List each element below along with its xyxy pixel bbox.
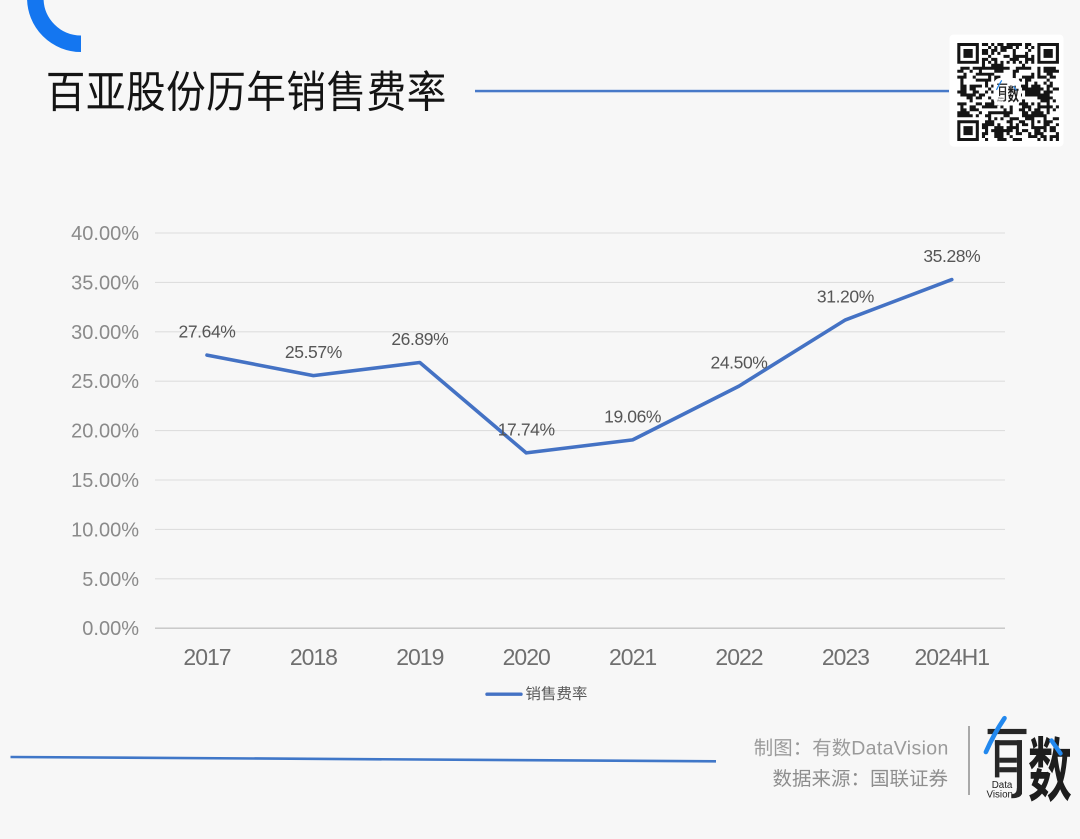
svg-text:2022: 2022 (715, 644, 762, 670)
svg-text:40.00%: 40.00% (71, 223, 139, 245)
svg-text:31.20%: 31.20% (817, 286, 874, 306)
svg-text:2020: 2020 (503, 644, 550, 670)
svg-text:2024H1: 2024H1 (915, 644, 990, 670)
svg-text:35.28%: 35.28% (923, 246, 980, 266)
svg-text:30.00%: 30.00% (71, 322, 139, 344)
svg-text:2017: 2017 (183, 644, 230, 670)
svg-text:35.00%: 35.00% (71, 272, 139, 294)
svg-text:25.57%: 25.57% (285, 342, 342, 362)
svg-text:27.64%: 27.64% (179, 322, 236, 342)
svg-text:0.00%: 0.00% (82, 618, 139, 640)
svg-text:2023: 2023 (822, 644, 869, 670)
svg-text:2019: 2019 (396, 644, 443, 670)
svg-text:5.00%: 5.00% (82, 569, 139, 591)
svg-text:DataVision: DataVision (851, 738, 948, 760)
svg-text:Data: Data (992, 780, 1013, 791)
svg-text:19.06%: 19.06% (604, 406, 661, 426)
svg-text:2018: 2018 (290, 644, 337, 670)
svg-text:Vision: Vision (986, 790, 1013, 801)
svg-text:17.74%: 17.74% (498, 419, 555, 439)
svg-text:24.50%: 24.50% (711, 353, 768, 373)
svg-text:10.00%: 10.00% (71, 519, 139, 541)
svg-text:26.89%: 26.89% (391, 329, 448, 349)
svg-text:20.00%: 20.00% (71, 421, 139, 443)
svg-text:2021: 2021 (609, 644, 656, 670)
svg-text:25.00%: 25.00% (71, 371, 139, 393)
svg-text:15.00%: 15.00% (71, 470, 139, 492)
